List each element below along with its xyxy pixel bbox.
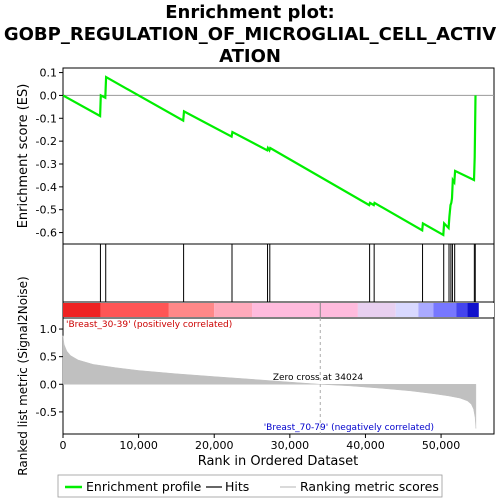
positive-correlation-label: 'Breast_30-39' (positively correlated): [66, 320, 232, 330]
metric-ytick-label: 0.5: [40, 351, 58, 364]
metric-x-axis-ticks: 0 10,000 20,000 30,000 40,000 50,000: [60, 434, 461, 452]
colorbar-segment: [456, 303, 468, 317]
es-ytick-label: 0.1: [40, 67, 58, 80]
colorbar-segment: [433, 303, 457, 317]
legend: Enrichment profile Hits Ranking metric s…: [57, 474, 443, 498]
colorbar-segment: [357, 303, 396, 317]
hit-markers: [99, 244, 476, 302]
xtick-label: 40,000: [346, 439, 385, 452]
xtick-label: 10,000: [119, 439, 158, 452]
es-ytick-label: -0.2: [36, 135, 57, 148]
colorbar-segment: [168, 303, 215, 317]
colorbar-segment: [63, 303, 101, 317]
title-line-2: GOBP_REGULATION_OF_MICROGLIAL_CELL_ACTIV: [4, 24, 496, 45]
es-ytick-label: -0.6: [36, 227, 57, 240]
title-line-3: ATION: [219, 46, 281, 67]
chart-title: Enrichment plot: GOBP_REGULATION_OF_MICR…: [4, 2, 496, 67]
colorbar-segment: [100, 303, 169, 317]
colorbar-segment: [214, 303, 253, 317]
es-ytick-label: -0.5: [36, 204, 57, 217]
x-axis-label: Rank in Ordered Dataset: [198, 454, 359, 469]
ranking-colorbar: [63, 303, 494, 317]
es-y-axis-ticks: 0.1 0.0 -0.1 -0.2 -0.3 -0.4 -0.5 -0.6: [36, 67, 63, 240]
colorbar-segment: [467, 303, 479, 317]
es-ytick-label: -0.4: [36, 181, 57, 194]
negative-correlation-label: 'Breast_70-79' (negatively correlated): [264, 423, 434, 433]
colorbar-tail: [478, 303, 494, 317]
es-ytick-label: 0.0: [40, 89, 58, 102]
zero-cross-label: Zero cross at 34024: [273, 373, 364, 383]
legend-label-metric: Ranking metric scores: [300, 479, 439, 494]
legend-box: [57, 474, 443, 498]
es-panel-frame: [62, 67, 495, 245]
legend-label-hits: Hits: [225, 479, 249, 494]
metric-ytick-label: -0.5: [36, 406, 57, 419]
enrichment-profile-series: [62, 75, 477, 237]
metric-ytick-label: 0.0: [40, 378, 58, 391]
xtick-label: 30,000: [271, 439, 310, 452]
colorbar-segment: [252, 303, 358, 317]
hits-panel-frame: [62, 243, 495, 303]
legend-label-enrichment: Enrichment profile: [86, 479, 202, 494]
es-ytick-label: -0.3: [36, 158, 57, 171]
metric-y-axis-ticks: 1.0 0.5 0.0 -0.5: [36, 323, 63, 419]
xtick-label: 20,000: [195, 439, 234, 452]
es-ytick-label: -0.1: [36, 112, 57, 125]
metric-ytick-label: 1.0: [40, 323, 58, 336]
es-y-axis-label: Enrichment score (ES): [16, 84, 31, 229]
ranking-metric-area: [62, 318, 477, 434]
colorbar-segment: [395, 303, 419, 317]
xtick-label: 50,000: [422, 439, 461, 452]
colorbar-segment: [418, 303, 434, 317]
xtick-label: 0: [60, 439, 67, 452]
metric-y-axis-label: Ranked list metric (Signal2Noise): [16, 276, 30, 475]
enrichment-profile-line: [62, 75, 477, 237]
title-line-1: Enrichment plot:: [165, 2, 335, 23]
